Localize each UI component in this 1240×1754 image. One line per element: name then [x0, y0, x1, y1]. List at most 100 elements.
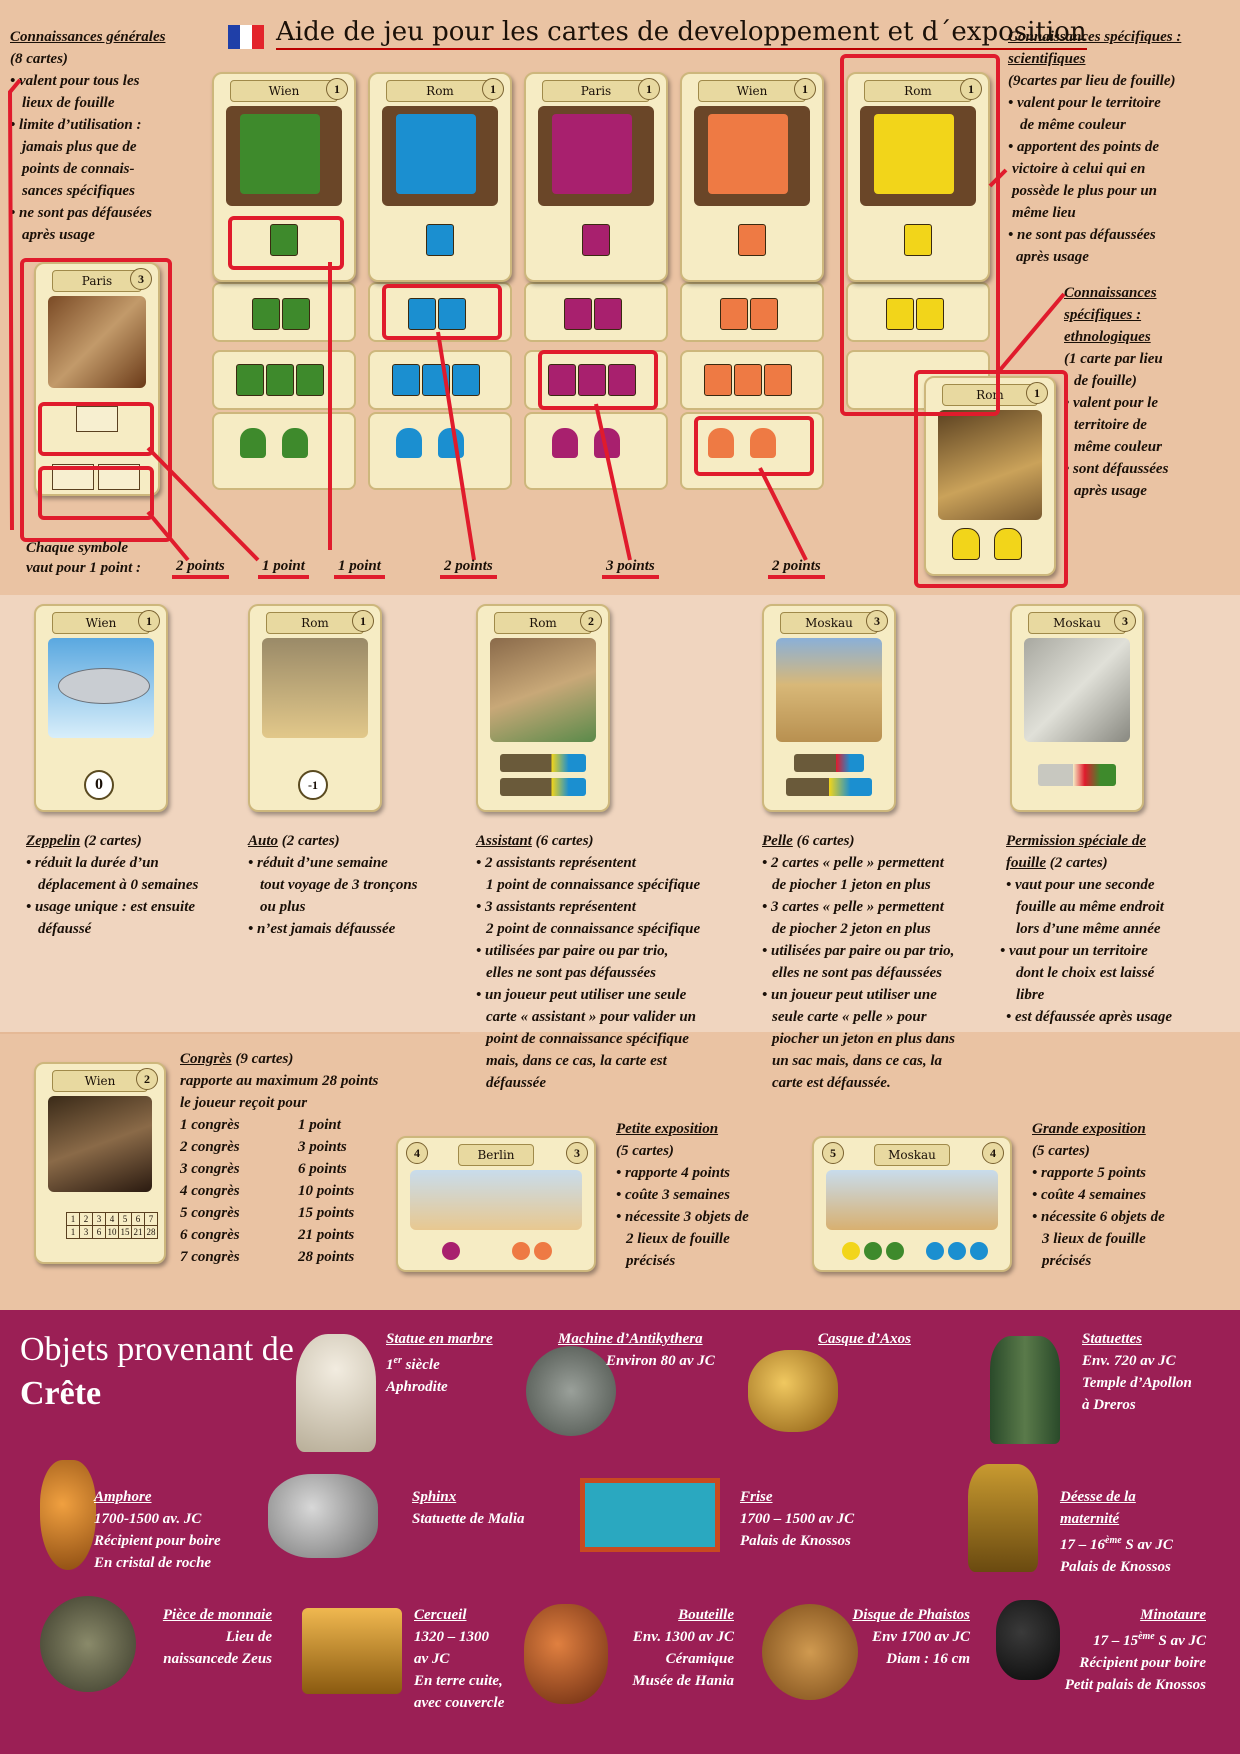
book-icon [392, 364, 420, 396]
minotaur-text: Minotaure 17 – 15ème S av JC Récipient p… [1064, 1607, 1206, 1693]
minotaur-image [996, 1600, 1060, 1680]
assistant-description: Assistant (6 cartes) • 2 assistants repr… [476, 833, 701, 1091]
highlight-box [38, 402, 154, 456]
auto-card: Rom 1 -1 [248, 604, 382, 812]
small-exhibition-description: Petite exposition (5 cartes) • rapporte … [616, 1121, 749, 1269]
coin-image [40, 1596, 136, 1692]
permission-description: Permission spéciale de fouille (2 cartes… [1000, 833, 1173, 1025]
congress-score-track: 1 2 3 4 5 6 7 1 3 6 10 15 21 28 [66, 1212, 158, 1239]
congress-table: 1 congrès 1 point 2 congrès 3 points 3 con… [180, 1117, 355, 1265]
phaistos-text: Disque de Phaistos Env 1700 av JC Diam :… [852, 1607, 970, 1667]
points-badge: 5 [822, 1142, 844, 1164]
amphora-image [40, 1460, 96, 1570]
open-book-illustration [48, 296, 146, 388]
book-icon [252, 298, 280, 330]
coin-text: Pièce de monnaie Lieu de naissancede Zeu… [162, 1607, 272, 1667]
coffin-text: Cercueil 1320 – 1300 av JC En terre cuit… [414, 1607, 505, 1711]
book-icon [270, 224, 298, 256]
lower-section-bg [0, 1032, 1240, 1310]
points-label: 2 points [440, 558, 497, 579]
assistant-icon [240, 428, 266, 458]
book-icon [564, 298, 592, 330]
shovel-formula-icon [786, 778, 872, 796]
book-icon [904, 224, 932, 256]
token-icon [864, 1242, 882, 1260]
highlight-box [20, 258, 172, 542]
car-illustration [262, 638, 368, 738]
goddess-image [968, 1464, 1038, 1572]
open-book-icon [76, 406, 118, 432]
shovel-illustration [776, 638, 882, 742]
assistant-formula-icon [500, 778, 586, 796]
objects-heading: Objets provenant de Crête [20, 1331, 294, 1412]
large-exhibition-description: Grande exposition (5 cartes) • rapporte … [1032, 1121, 1165, 1269]
book-icon [236, 364, 264, 396]
scientific-card-blue: Rom 1 [368, 72, 512, 282]
highlight-box [840, 54, 1000, 416]
shovel-card: Moskau 3 [762, 604, 896, 812]
book-illustration [382, 106, 498, 206]
points-label: 1 point [334, 558, 385, 579]
book-icon [548, 364, 576, 396]
axos-helmet-image [748, 1350, 838, 1432]
assistant-illustration [490, 638, 596, 742]
statue-text: Statue en marbre 1er siècle Aphrodite [386, 1331, 493, 1395]
book-illustration [694, 106, 810, 206]
ethnologist-illustration [938, 410, 1042, 520]
amphora-text: Amphore 1700-1500 av. JC Récipient pour … [94, 1489, 221, 1571]
congress-description: Congrès (9 cartes) rapporte au maximum 2… [180, 1051, 379, 1111]
fresco-image [580, 1478, 720, 1552]
assistant-card: Rom 2 [476, 604, 610, 812]
assistant-icon [438, 428, 464, 458]
points-label: 1 point [258, 558, 309, 579]
assistant-icon [750, 428, 776, 458]
book-icon [886, 298, 914, 330]
bottle-image [524, 1604, 608, 1704]
token-icon [534, 1242, 552, 1260]
points-caption: Chaque symbole vaut pour 1 point : [26, 540, 142, 576]
scientific-card-magenta: Paris 1 [524, 72, 668, 282]
token-icon [970, 1242, 988, 1260]
book-icon [578, 364, 606, 396]
points-label: 2 points [768, 558, 825, 579]
assistant-icon [396, 428, 422, 458]
phaistos-disc-image [762, 1604, 858, 1700]
points-label: 2 points [172, 558, 229, 579]
zeppelin-card: Wien 1 0 [34, 604, 168, 812]
book-icon [266, 364, 294, 396]
book-icon [750, 298, 778, 330]
fresco-text: Frise 1700 – 1500 av JC Palais de Knosso… [740, 1489, 855, 1549]
pyramids-illustration [826, 1170, 998, 1230]
scientific-card-green: Wien 1 [212, 72, 356, 282]
ethnological-knowledge-card: Rom 1 [924, 376, 1056, 576]
permit-formula-icon [1038, 764, 1116, 786]
highlight-box [694, 416, 814, 476]
book-illustration [860, 106, 976, 206]
token-icon [442, 1242, 460, 1260]
antikythera-image [526, 1346, 616, 1436]
assistant-icon [282, 428, 308, 458]
book-icon [296, 364, 324, 396]
auto-description: Auto (2 cartes) • réduit d’une semaine t… [248, 833, 418, 937]
assistant-icon [552, 428, 578, 458]
book-icon [608, 364, 636, 396]
book-icon [738, 224, 766, 256]
scientific-card-yellow: Rom 1 [846, 72, 990, 282]
connector-lines [7, 78, 1066, 562]
zeppelin-description: Zeppelin (2 cartes) • réduit la durée d’… [26, 833, 199, 937]
highlight-box [914, 370, 1068, 588]
book-icon [282, 298, 310, 330]
general-knowledge-text: Connaissances générales (8 cartes) • val… [10, 29, 166, 243]
book-illustration [538, 106, 654, 206]
goddess-text: Déesse de la maternité 17 – 16ème S av J… [1060, 1489, 1173, 1575]
assistant-formula-icon [500, 754, 586, 772]
token-icon [926, 1242, 944, 1260]
book-icon [720, 298, 748, 330]
points-label: 3 points [602, 558, 659, 579]
ethnological-knowledge-text: Connaissances spécifiques : ethnologique… [1064, 285, 1169, 499]
zeppelin-illustration [48, 638, 154, 738]
book-icon [408, 298, 436, 330]
token-icon [948, 1242, 966, 1260]
general-knowledge-card: Paris 3 [34, 262, 160, 496]
coffin-image [302, 1608, 402, 1694]
